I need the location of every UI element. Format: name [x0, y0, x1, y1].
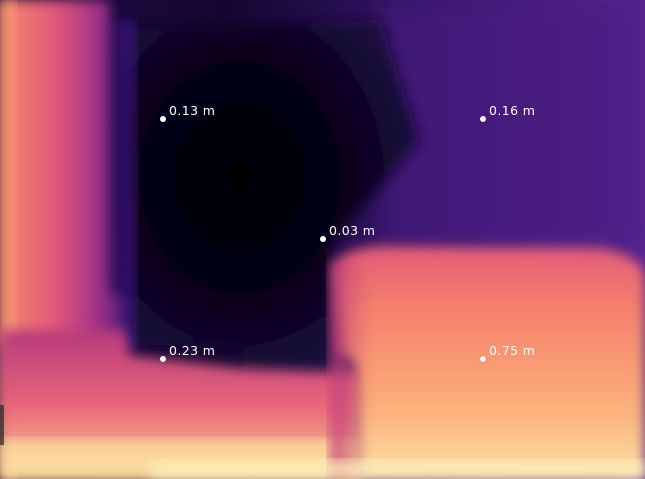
depth-label: 0.03 m	[329, 223, 376, 238]
depth-label: 0.16 m	[489, 103, 536, 118]
depth-label: 0.23 m	[169, 343, 216, 358]
marker-dot	[160, 356, 166, 362]
marker-dot	[160, 116, 166, 122]
marker-dot	[480, 116, 486, 122]
depth-label: 0.13 m	[169, 103, 216, 118]
depth-label: 0.75 m	[489, 343, 536, 358]
marker-dot	[320, 236, 326, 242]
marker-dot	[480, 356, 486, 362]
